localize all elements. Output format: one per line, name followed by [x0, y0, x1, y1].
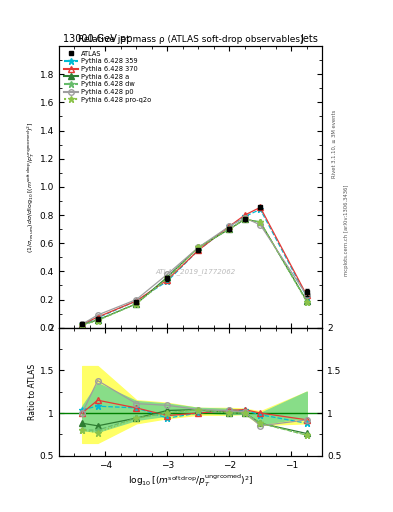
- Pythia 6.428 370: [80, 321, 84, 327]
- Pythia 6.428 pro-q2o: [227, 226, 232, 232]
- Pythia 6.428 pro-q2o: [134, 301, 139, 307]
- Line: Pythia 6.428 370: Pythia 6.428 370: [79, 204, 310, 327]
- Line: Pythia 6.428 pro-q2o: Pythia 6.428 pro-q2o: [79, 216, 310, 328]
- Pythia 6.428 dw: [305, 298, 309, 305]
- Text: Rivet 3.1.10, ≥ 3M events: Rivet 3.1.10, ≥ 3M events: [332, 109, 337, 178]
- Text: ATLAS_2019_I1772062: ATLAS_2019_I1772062: [156, 268, 236, 275]
- Pythia 6.428 p0: [305, 292, 309, 298]
- Pythia 6.428 dw: [227, 226, 232, 232]
- Pythia 6.428 pro-q2o: [165, 275, 170, 282]
- Pythia 6.428 359: [95, 315, 100, 321]
- Pythia 6.428 359: [165, 278, 170, 284]
- Text: 13000 GeV pp: 13000 GeV pp: [63, 33, 132, 44]
- Pythia 6.428 a: [305, 298, 309, 304]
- Pythia 6.428 359: [80, 321, 84, 327]
- Line: Pythia 6.428 p0: Pythia 6.428 p0: [79, 215, 310, 327]
- Pythia 6.428 359: [196, 247, 201, 253]
- Line: Pythia 6.428 a: Pythia 6.428 a: [79, 217, 310, 327]
- Pythia 6.428 p0: [80, 321, 84, 327]
- Pythia 6.428 a: [95, 317, 100, 323]
- Pythia 6.428 p0: [196, 244, 201, 250]
- Pythia 6.428 370: [227, 223, 232, 229]
- Pythia 6.428 p0: [134, 296, 139, 303]
- Line: Pythia 6.428 359: Pythia 6.428 359: [79, 206, 310, 328]
- Pythia 6.428 370: [196, 247, 201, 253]
- Pythia 6.428 pro-q2o: [242, 216, 247, 222]
- Legend: ATLAS, Pythia 6.428 359, Pythia 6.428 370, Pythia 6.428 a, Pythia 6.428 dw, Pyth: ATLAS, Pythia 6.428 359, Pythia 6.428 37…: [61, 48, 154, 105]
- Pythia 6.428 359: [227, 223, 232, 229]
- Pythia 6.428 dw: [242, 216, 247, 222]
- Text: Jets: Jets: [301, 33, 318, 44]
- Pythia 6.428 dw: [95, 317, 100, 324]
- Pythia 6.428 a: [134, 301, 139, 307]
- Pythia 6.428 dw: [196, 244, 201, 250]
- Pythia 6.428 a: [242, 216, 247, 222]
- Y-axis label: $(1/\sigma_\mathrm{resum})\,d\sigma/d\log_{10}[(m^{\mathrm{soft\,drop}}/p_T^{\ma: $(1/\sigma_\mathrm{resum})\,d\sigma/d\lo…: [26, 121, 37, 252]
- Pythia 6.428 p0: [242, 215, 247, 221]
- Pythia 6.428 370: [305, 292, 309, 298]
- Pythia 6.428 dw: [134, 301, 139, 307]
- Pythia 6.428 pro-q2o: [305, 298, 309, 305]
- Title: Relative jet mass ρ (ATLAS soft-drop observables): Relative jet mass ρ (ATLAS soft-drop obs…: [78, 35, 303, 44]
- Pythia 6.428 a: [196, 244, 201, 250]
- X-axis label: $\log_{10}[(m^{\mathrm{soft\,drop}}/p_T^{\mathrm{ungroomed}})^2]$: $\log_{10}[(m^{\mathrm{soft\,drop}}/p_T^…: [128, 472, 253, 488]
- Pythia 6.428 a: [227, 226, 232, 232]
- Text: mcplots.cern.ch [arXiv:1306.3436]: mcplots.cern.ch [arXiv:1306.3436]: [344, 185, 349, 276]
- Pythia 6.428 a: [258, 219, 263, 225]
- Pythia 6.428 359: [242, 214, 247, 220]
- Pythia 6.428 pro-q2o: [196, 244, 201, 250]
- Pythia 6.428 370: [258, 204, 263, 210]
- Pythia 6.428 p0: [227, 223, 232, 229]
- Pythia 6.428 370: [165, 276, 170, 283]
- Pythia 6.428 370: [134, 298, 139, 304]
- Pythia 6.428 a: [165, 274, 170, 280]
- Pythia 6.428 359: [134, 298, 139, 304]
- Line: Pythia 6.428 dw: Pythia 6.428 dw: [79, 216, 310, 328]
- Pythia 6.428 359: [258, 206, 263, 212]
- Pythia 6.428 pro-q2o: [95, 317, 100, 324]
- Pythia 6.428 p0: [258, 222, 263, 228]
- Pythia 6.428 370: [95, 314, 100, 320]
- Pythia 6.428 370: [242, 212, 247, 218]
- Pythia 6.428 dw: [80, 322, 84, 328]
- Pythia 6.428 dw: [258, 219, 263, 225]
- Y-axis label: Ratio to ATLAS: Ratio to ATLAS: [28, 364, 37, 420]
- Pythia 6.428 dw: [165, 275, 170, 282]
- Pythia 6.428 359: [305, 294, 309, 300]
- Pythia 6.428 p0: [165, 271, 170, 278]
- Pythia 6.428 pro-q2o: [258, 219, 263, 225]
- Pythia 6.428 pro-q2o: [80, 322, 84, 328]
- Pythia 6.428 p0: [95, 312, 100, 318]
- Pythia 6.428 a: [80, 322, 84, 328]
